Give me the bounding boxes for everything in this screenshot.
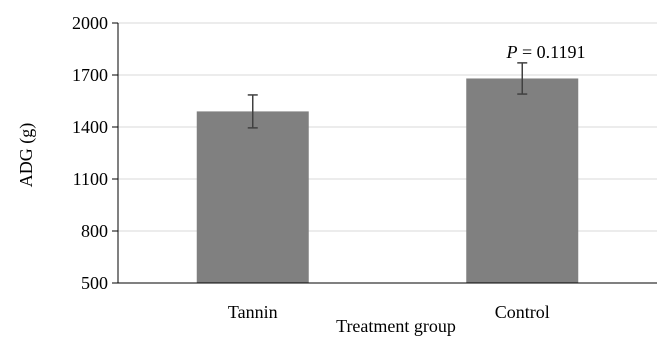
x-axis-title: Treatment group <box>336 316 456 336</box>
p-value-text: = 0.1191 <box>518 42 586 62</box>
bar-tannin <box>196 111 309 284</box>
bars <box>196 78 579 284</box>
y-tick-label-800: 800 <box>81 221 108 241</box>
p-value-italic: P <box>506 42 518 62</box>
x-tick-label-control: Control <box>495 302 550 322</box>
p-value-annotation: P = 0.1191 <box>506 42 586 62</box>
y-tick-label-2000: 2000 <box>72 13 108 33</box>
y-tick-label-1700: 1700 <box>72 65 108 85</box>
y-axis-title: ADG (g) <box>16 123 37 188</box>
error-bars <box>247 62 528 129</box>
bar-control <box>466 78 579 283</box>
y-tick-label-1400: 1400 <box>72 117 108 137</box>
x-tick-label-tannin: Tannin <box>228 302 278 322</box>
y-tick-label-1100: 1100 <box>73 169 108 189</box>
y-tick-label-500: 500 <box>81 273 108 293</box>
y-tick-labels: 500 800 1100 1400 1700 2000 <box>72 13 118 293</box>
x-tick-labels: Tannin Control <box>228 302 550 322</box>
